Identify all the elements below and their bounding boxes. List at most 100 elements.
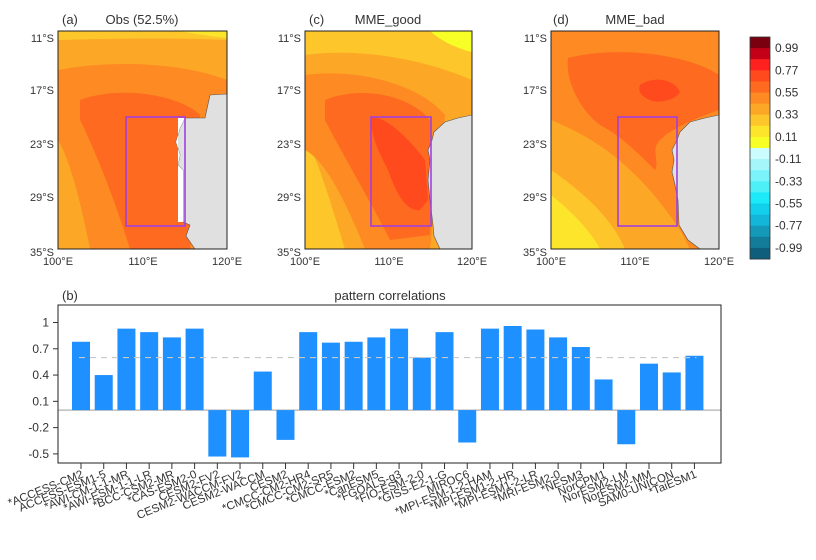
colorbar-segment	[750, 125, 770, 138]
colorbar-segment	[750, 214, 770, 227]
colorbar-segment	[750, 37, 770, 49]
colorbar: 0.99 0.77 0.55 0.33 0.11 -0.11 -0.33 -0.55 -0.77…	[749, 36, 803, 260]
y-tick-label: 35°S	[30, 247, 54, 259]
y-tick-label: 17°S	[277, 85, 301, 97]
colorbar-tick-label: 0.33	[775, 108, 799, 122]
map-frame	[550, 30, 720, 250]
panel-label: (a)	[62, 12, 78, 27]
colorbar-segment	[750, 203, 770, 215]
region-box	[617, 116, 678, 227]
chart-title: pattern correlations	[334, 288, 446, 303]
colorbar-segment	[750, 236, 770, 249]
bar	[117, 328, 136, 411]
x-axis: 100°E 110°E 120°E	[43, 256, 242, 268]
y-tick-label: 35°S	[523, 247, 547, 259]
colorbar-tick-label: -0.55	[775, 197, 803, 211]
y-tick-label: 29°S	[523, 192, 547, 204]
bar	[390, 328, 409, 411]
map-panel-d: (d) MME_bad 11°S 17°S 23°S 29°S 35°S 100…	[523, 12, 734, 268]
y-tick-label: 17°S	[30, 85, 54, 97]
panel-label: (c)	[309, 12, 324, 27]
y-axis: 11°S 17°S 23°S 29°S 35°S	[523, 33, 547, 259]
colorbar-segment	[750, 70, 770, 82]
y-tick-label: 23°S	[523, 139, 547, 151]
bar-chart-panel-b: (b) pattern correlations 1 0.7 0.4 0.1 -0.2 -…	[7, 288, 722, 522]
map-title: MME_bad	[605, 12, 664, 27]
bar	[526, 329, 545, 411]
region-box	[125, 116, 186, 227]
colorbar-segment	[750, 103, 770, 116]
x-tick-label: 110°E	[128, 256, 157, 268]
colorbar-frame	[749, 36, 771, 260]
x-tick-label: 100°E	[536, 256, 566, 268]
panel-label: (d)	[553, 12, 569, 27]
map-title: MME_good	[355, 12, 421, 27]
bar	[549, 337, 568, 411]
y-tick-label: 11°S	[524, 33, 547, 45]
colorbar-segment	[750, 136, 770, 149]
bar	[412, 357, 431, 411]
colorbar-tick-label: -0.11	[775, 152, 802, 166]
y-tick-label: 11°S	[31, 33, 54, 45]
map-frame	[57, 30, 228, 250]
region-box	[370, 116, 432, 227]
colorbar-tick-label: -0.99	[775, 241, 803, 255]
y-tick-label: 29°S	[30, 192, 54, 204]
colorbar-segment	[750, 92, 770, 104]
bar	[140, 332, 159, 411]
bar	[685, 355, 704, 411]
panel-label: (b)	[62, 288, 78, 303]
bar	[72, 341, 90, 411]
colorbar-segment	[750, 159, 770, 171]
colorbar-segment	[750, 181, 770, 193]
y-tick-label: 29°S	[277, 192, 301, 204]
x-tick-label: 120°E	[212, 256, 242, 268]
y-tick-label: 11°S	[278, 33, 301, 45]
bar	[571, 347, 590, 411]
map-title: Obs (52.5%)	[106, 12, 179, 27]
bar	[162, 337, 181, 411]
colorbar-segment	[750, 148, 770, 160]
colorbar-tick-label: 0.55	[775, 86, 799, 100]
bar	[367, 337, 386, 411]
bar	[458, 410, 477, 443]
y-tick-label: 23°S	[277, 139, 301, 151]
bar	[321, 342, 340, 411]
bar	[617, 410, 636, 445]
colorbar-segment	[750, 192, 770, 204]
bar	[185, 328, 204, 411]
x-tick-label: 120°E	[704, 256, 734, 268]
map-frame	[304, 30, 473, 250]
x-tick-label: 120°E	[457, 256, 487, 268]
x-axis: 100°E 110°E 120°E	[290, 256, 487, 268]
y-tick-label: 0.7	[32, 342, 49, 356]
y-tick-label: 0.1	[32, 394, 49, 408]
x-axis: *ACCESS-CM2ACCESS-ESM1-5*AWI-CM-1-1-MR*A…	[7, 463, 699, 522]
bar	[276, 410, 295, 440]
colorbar-segment	[750, 247, 770, 260]
bar	[435, 332, 454, 411]
colorbar-tick-label: -0.77	[775, 219, 803, 233]
y-tick-label: 17°S	[523, 85, 547, 97]
chart-frame	[57, 304, 722, 464]
y-tick-label: 35°S	[277, 247, 301, 259]
map-panel-a: (a) Obs (52.5%) 11°S 17°S 23°S 29°S 35°S…	[30, 12, 242, 268]
y-tick-label: -0.2	[28, 421, 49, 435]
colorbar-segment	[750, 48, 770, 60]
bar	[662, 372, 681, 411]
y-axis: 11°S 17°S 23°S 29°S 35°S	[30, 33, 54, 259]
x-tick-label: 100°E	[290, 256, 320, 268]
x-tick-label: 110°E	[374, 256, 403, 268]
colorbar-tick-label: 0.77	[775, 63, 799, 77]
bar	[94, 375, 113, 411]
bar	[299, 332, 318, 411]
x-axis: 100°E 110°E 120°E	[536, 256, 734, 268]
colorbar-segment	[750, 225, 770, 238]
colorbar-segment	[750, 59, 770, 71]
bar	[208, 410, 227, 457]
colorbar-segment	[750, 114, 770, 127]
y-tick-label: 0.4	[32, 368, 49, 382]
bar	[480, 328, 499, 411]
y-tick-label: 23°S	[30, 139, 54, 151]
